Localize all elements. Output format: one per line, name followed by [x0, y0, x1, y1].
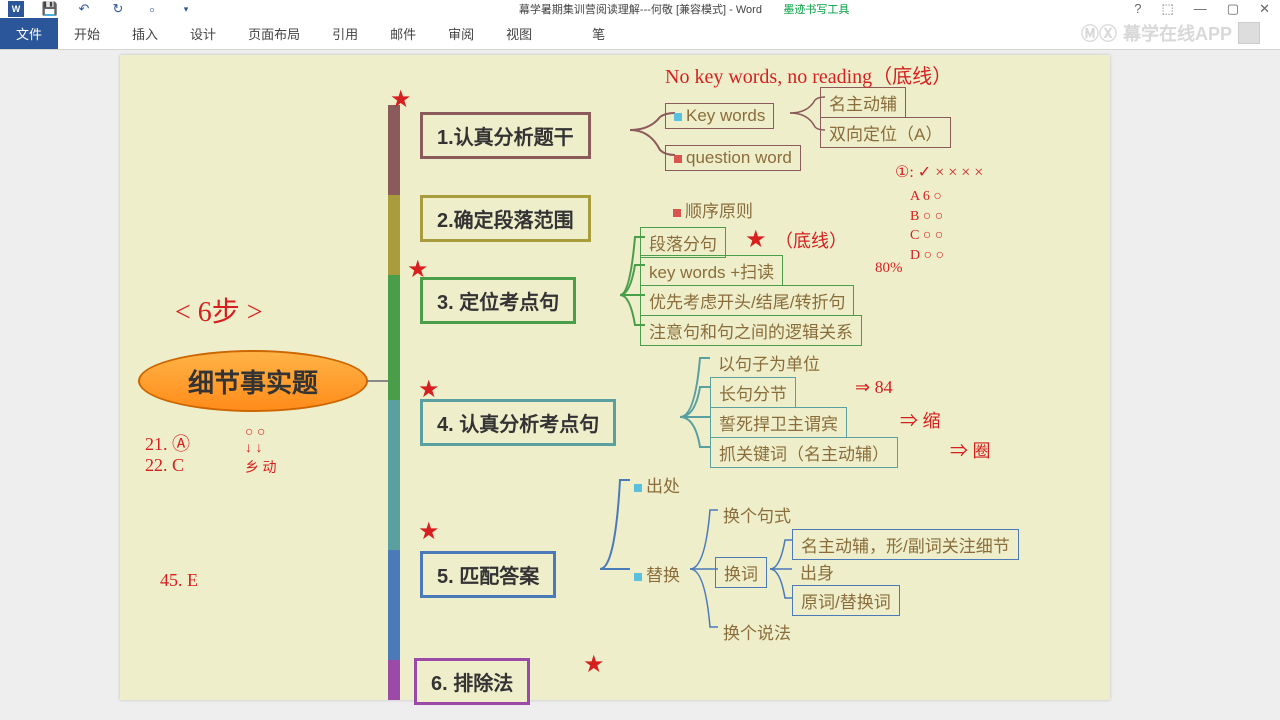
tab-mailings[interactable]: 邮件: [374, 18, 432, 49]
anno-45e: 45. E: [160, 570, 198, 591]
ribbon-display-icon[interactable]: ⬚: [1162, 1, 1174, 17]
tab-home[interactable]: 开始: [58, 18, 116, 49]
anno-arrow2: ⇒ 圈: [950, 437, 991, 463]
page: 细节事实题 1.认真分析题干 2.确定段落范围 3. 定位考点句 4. 认真分析…: [120, 55, 1110, 700]
quick-access-toolbar: W 💾 ↶ ↻ ▫ ▾: [0, 1, 194, 17]
step-4: 4. 认真分析考点句: [420, 399, 616, 446]
sub-3a: 段落分句: [640, 227, 726, 258]
sub-4d: 抓关键词（名主动辅）: [710, 437, 898, 468]
sub-4c: 誓死捍卫主谓宾: [710, 407, 847, 438]
spine-seg: [388, 550, 400, 660]
document-title: 幕学暑期集训营阅读理解---何敬 [兼容模式] - Word 墨迹书写工具: [194, 1, 1134, 17]
undo-icon[interactable]: ↶: [76, 1, 92, 17]
minimize-icon[interactable]: —: [1194, 1, 1207, 17]
dropdown-icon[interactable]: ▾: [178, 1, 194, 17]
tab-view[interactable]: 视图: [490, 18, 548, 49]
star-icon: ★: [583, 650, 605, 679]
anno-80pct: 80%: [875, 260, 903, 277]
step-2: 2.确定段落范围: [420, 195, 591, 242]
help-icon[interactable]: ?: [1134, 1, 1141, 17]
sub-order: 顺序原则: [665, 195, 761, 224]
tab-layout[interactable]: 页面布局: [232, 18, 316, 49]
anno-arrow1: ⇒ 缩: [900, 407, 941, 433]
anno-scribble: ○ ○↓ ↓乡 动: [245, 425, 277, 477]
watermark: ⓂⓍ 幕学在线APP: [1081, 20, 1260, 46]
anno-dixi: （底线）: [775, 227, 847, 253]
anno-tally: ①: ✓ × × × ×: [895, 162, 983, 182]
sub-4a: 以句子为单位: [710, 348, 828, 377]
sub-5h: 换个说法: [715, 617, 799, 646]
spine-seg: [388, 400, 400, 550]
sub-1d: 双向定位（A）: [820, 117, 951, 148]
close-icon[interactable]: ✕: [1259, 1, 1270, 17]
anno-21a: 21. Ⓐ: [145, 430, 190, 456]
star-icon: ★: [418, 517, 440, 546]
ink-tools-label: 墨迹书写工具: [783, 4, 849, 16]
sub-5e: 出身: [792, 557, 842, 586]
spine-seg: [388, 660, 400, 700]
spine-seg: [388, 105, 400, 195]
step-3: 3. 定位考点句: [420, 277, 576, 324]
center-node: 细节事实题: [138, 350, 368, 412]
new-icon[interactable]: ▫: [144, 1, 160, 17]
spine-seg: [388, 195, 400, 275]
step-1: 1.认真分析题干: [420, 112, 591, 159]
spine-seg: [388, 275, 400, 400]
sub-5c: 换个句式: [715, 500, 799, 529]
tab-pen[interactable]: 笔: [576, 18, 621, 49]
document-canvas: 细节事实题 1.认真分析题干 2.确定段落范围 3. 定位考点句 4. 认真分析…: [0, 50, 1280, 720]
tab-references[interactable]: 引用: [316, 18, 374, 49]
title-bar: W 💾 ↶ ↻ ▫ ▾ 幕学暑期集训营阅读理解---何敬 [兼容模式] - Wo…: [0, 0, 1280, 18]
sub-5g: 原词/替换词: [792, 585, 900, 616]
ribbon: 文件 开始 插入 设计 页面布局 引用 邮件 审阅 视图 笔 ⓂⓍ 幕学在线AP…: [0, 18, 1280, 50]
save-icon[interactable]: 💾: [42, 1, 58, 17]
sub-4b: 长句分节: [710, 377, 796, 408]
sub-1c: 名主动辅: [820, 87, 906, 118]
anno-grid: A 6 ○ B ○ ○ C ○ ○ D ○ ○: [910, 187, 944, 265]
sub-keywords: Key words: [665, 103, 774, 129]
maximize-icon[interactable]: ▢: [1227, 1, 1239, 17]
sub-3d: 注意句和句之间的逻辑关系: [640, 315, 862, 346]
sub-3b: key words +扫读: [640, 255, 783, 286]
tab-review[interactable]: 审阅: [432, 18, 490, 49]
tab-file[interactable]: 文件: [0, 18, 58, 49]
window-controls: ? ⬚ — ▢ ✕: [1134, 1, 1280, 17]
star-icon: ★: [745, 225, 767, 254]
sub-question-word: question word: [665, 145, 801, 171]
step-5: 5. 匹配答案: [420, 551, 556, 598]
sub-3c: 优先考虑开头/结尾/转折句: [640, 285, 854, 316]
anno-84: ⇒ 84: [855, 377, 893, 398]
anno-top: No key words, no reading（底线）: [665, 60, 952, 89]
avatar[interactable]: [1238, 22, 1260, 44]
tab-design[interactable]: 设计: [174, 18, 232, 49]
anno-6steps: < 6步 >: [175, 290, 263, 330]
anno-22c: 22. C: [145, 455, 184, 476]
step-6: 6. 排除法: [414, 658, 530, 705]
watermark-logo-icon: ⓂⓍ: [1081, 20, 1117, 46]
tab-insert[interactable]: 插入: [116, 18, 174, 49]
spine: [388, 105, 400, 700]
word-icon: W: [8, 1, 24, 17]
sub-5a: 出处: [626, 470, 688, 499]
redo-icon[interactable]: ↻: [110, 1, 126, 17]
sub-5d: 换词: [715, 557, 767, 588]
sub-5b: 替换: [626, 559, 688, 588]
sub-5f: 名主动辅，形/副词关注细节: [792, 529, 1019, 560]
